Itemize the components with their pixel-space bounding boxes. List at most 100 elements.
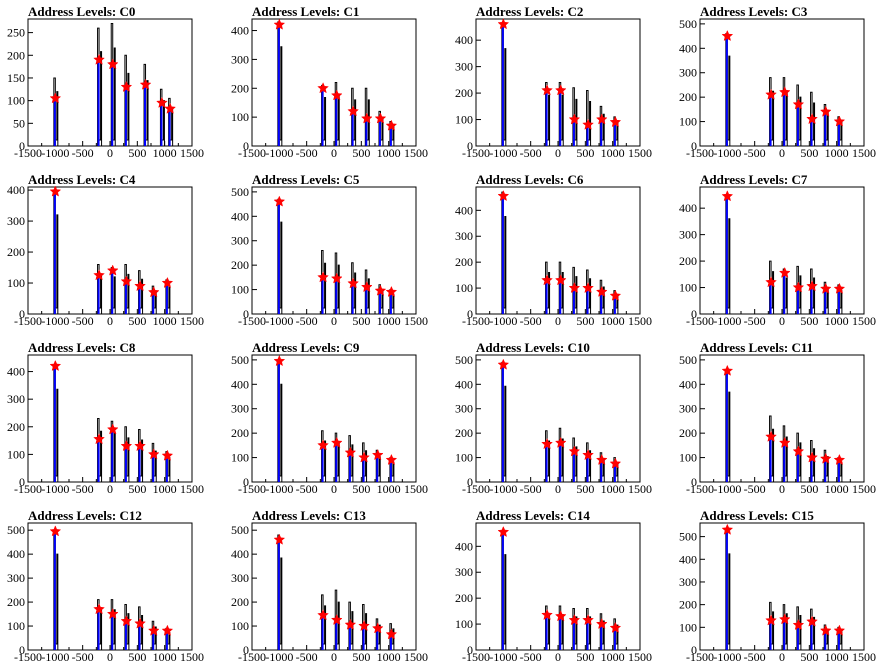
peak-marker	[765, 276, 777, 288]
y-tick-label: 100	[455, 451, 473, 465]
histogram-bar	[364, 269, 370, 314]
peak-marker	[93, 603, 105, 615]
x-tick-label: -500	[744, 146, 766, 160]
x-tick-label: 0	[779, 314, 785, 328]
histogram-bar	[501, 191, 507, 314]
y-tick-label: 100	[231, 283, 249, 297]
peak-marker	[344, 618, 357, 630]
x-tick-label: 0	[779, 146, 785, 160]
chart-panel-15: Address Levels: C15 -1500 -1000 -500 0 500 100…	[679, 508, 876, 664]
y-tick-label: 100	[455, 281, 473, 295]
y-tick-label: 200	[455, 255, 473, 269]
x-tick-label: -500	[72, 146, 94, 160]
x-tick-label: 1000	[601, 146, 625, 160]
x-tick-label: -1000	[265, 650, 293, 664]
chart-title: Address Levels: C15	[700, 508, 814, 523]
x-tick-label: -1000	[265, 482, 293, 496]
histogram-bar	[138, 429, 144, 482]
peak-marker	[582, 448, 594, 461]
peak-marker	[347, 277, 360, 289]
x-tick-label: 1500	[180, 314, 204, 328]
peak-marker	[765, 88, 777, 100]
histogram-bar	[782, 268, 788, 314]
histogram-bar	[613, 618, 619, 650]
peak-marker	[554, 84, 567, 96]
peak-marker	[778, 86, 791, 98]
peak-marker	[347, 105, 360, 117]
y-tick-label: 100	[679, 451, 697, 465]
y-tick-label: 150	[7, 71, 25, 85]
y-tick-label: 500	[455, 353, 473, 367]
x-tick-label: 1000	[377, 482, 401, 496]
x-tick-label: 0	[107, 650, 113, 664]
x-tick-label: 1000	[377, 146, 401, 160]
peak-marker	[120, 439, 133, 452]
histogram-bar	[348, 435, 354, 482]
histogram-bar	[558, 82, 564, 146]
x-tick-label: 500	[576, 650, 594, 664]
x-tick-label: -1000	[713, 146, 741, 160]
peak-marker	[721, 190, 734, 202]
histogram-bar	[782, 604, 788, 650]
histogram-bar	[321, 250, 327, 314]
x-tick-label: -1500	[14, 314, 42, 328]
histogram-bar	[362, 442, 368, 482]
y-tick-label: 400	[7, 365, 25, 379]
y-tick-label: 100	[455, 617, 473, 631]
peak-marker	[164, 102, 177, 114]
y-tick-label: 0	[691, 139, 697, 153]
peak-marker	[120, 80, 133, 93]
y-tick-label: 400	[679, 377, 697, 391]
y-tick-label: 300	[7, 392, 25, 406]
x-tick-label: 1500	[180, 146, 204, 160]
histogram-bar	[351, 87, 357, 146]
x-tick-label: 500	[576, 482, 594, 496]
chart-title: Address Levels: C3	[700, 4, 808, 19]
peak-marker	[49, 92, 62, 104]
x-tick-label: 1000	[153, 314, 177, 328]
y-tick-label: 500	[679, 353, 697, 367]
y-tick-label: 500	[679, 17, 697, 31]
y-tick-label: 500	[679, 530, 697, 544]
peak-marker	[134, 617, 146, 629]
peak-marker	[156, 96, 168, 108]
histogram-bar	[796, 84, 802, 146]
y-tick-label: 200	[455, 86, 473, 100]
y-tick-label: 0	[467, 139, 473, 153]
y-tick-label: 500	[7, 523, 25, 537]
chart-panel-0: Address Levels: C0-1500 -1000 -500 0 500 1000…	[7, 4, 204, 160]
histogram-bar	[151, 442, 157, 482]
histogram-bar	[375, 618, 381, 650]
peak-marker	[106, 607, 119, 620]
y-tick-label: 50	[13, 116, 25, 130]
chart-title: Address Levels: C6	[476, 172, 584, 187]
y-tick-label: 200	[231, 81, 249, 95]
peak-marker	[792, 445, 805, 457]
peak-marker	[792, 618, 805, 631]
peak-marker	[609, 116, 622, 128]
x-tick-label: 1000	[601, 314, 625, 328]
y-tick-label: 100	[7, 276, 25, 290]
y-tick-label: 400	[455, 539, 473, 553]
y-tick-label: 0	[691, 307, 697, 321]
x-tick-label: 1500	[852, 146, 876, 160]
x-tick-label: 1500	[180, 482, 204, 496]
peak-marker	[317, 271, 329, 283]
peak-marker	[833, 453, 846, 466]
x-tick-label: -1000	[41, 146, 69, 160]
peak-marker	[806, 451, 818, 463]
histogram-bar	[97, 418, 103, 482]
peak-marker	[497, 18, 510, 30]
x-tick-label: -1500	[238, 482, 266, 496]
histogram-bar	[558, 427, 564, 482]
y-tick-label: 400	[679, 552, 697, 566]
y-tick-label: 100	[679, 281, 697, 295]
peak-marker	[273, 354, 286, 367]
x-tick-label: 500	[352, 482, 370, 496]
chart-title: Address Levels: C9	[252, 340, 360, 355]
y-tick-label: 200	[231, 595, 249, 609]
peak-marker	[371, 448, 384, 461]
chart-panel-8: Address Levels: C8-1500 -1000 -500 0 500 1000…	[7, 340, 204, 496]
histogram-bar	[321, 430, 327, 482]
x-tick-label: -1000	[489, 314, 517, 328]
